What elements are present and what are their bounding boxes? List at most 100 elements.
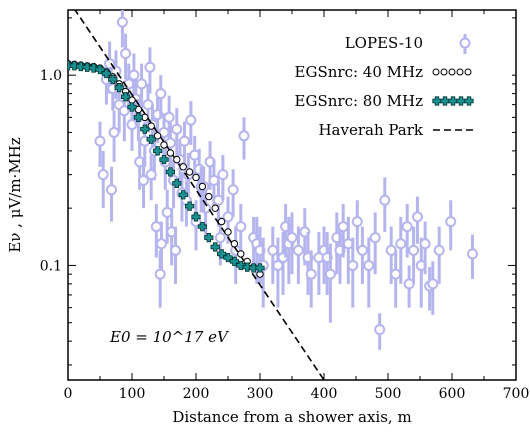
lopes-point <box>356 226 368 284</box>
egs40-point <box>153 132 162 140</box>
lopes-point <box>178 121 190 167</box>
lopes-marker <box>163 111 175 123</box>
lopes-point <box>379 177 391 232</box>
lopes-point <box>154 250 166 308</box>
egs40-point <box>173 155 181 164</box>
legend-egs80-marker <box>440 96 450 106</box>
lopes-point <box>120 33 132 80</box>
lopes-point <box>238 117 250 160</box>
lopes-point <box>403 265 415 308</box>
lopes-marker <box>411 211 423 223</box>
lopes-point <box>277 231 289 295</box>
lopes-marker <box>408 244 420 256</box>
lopes-marker <box>292 244 304 256</box>
lopes-point <box>222 196 234 244</box>
egs80-point <box>191 212 201 222</box>
lopes-marker <box>445 216 457 228</box>
legend-label-egs40: EGSnrc: 40 MHz <box>295 63 424 81</box>
legend-egs40-marker <box>432 68 440 76</box>
lopes-point <box>217 155 229 201</box>
egs80-point <box>223 252 233 263</box>
lopes-point <box>94 121 106 167</box>
y-axis: 0.1 1.0 <box>40 17 516 366</box>
egs80-point <box>217 249 227 259</box>
legend-egs80-marker <box>432 96 442 106</box>
egs80-point <box>146 134 156 144</box>
egs80-point <box>159 154 169 165</box>
legend-lopes-marker <box>459 37 471 49</box>
lopes-marker <box>433 244 445 256</box>
x-tick-label: 600 <box>439 386 466 402</box>
x-tick-label: 300 <box>247 386 274 402</box>
lopes-point <box>427 261 439 315</box>
y-tick-label: 0.1 <box>40 258 62 274</box>
lopes-point <box>292 226 304 284</box>
lopes-marker <box>337 221 349 233</box>
egs40-point <box>185 168 194 176</box>
lopes-marker <box>155 238 167 250</box>
lopes-marker <box>155 88 167 100</box>
lopes-marker <box>116 16 128 28</box>
egs40-point <box>160 141 168 149</box>
lopes-point <box>445 200 457 251</box>
lopes-marker <box>214 232 226 244</box>
y-tick-label: 1.0 <box>40 68 62 84</box>
egs80-point <box>121 92 131 102</box>
lopes-point <box>347 237 359 308</box>
y-axis-label: Eν , μV/m·MHz <box>6 137 24 252</box>
lopes-point <box>145 155 157 201</box>
lopes-marker <box>235 221 247 233</box>
lopes-marker <box>401 221 413 233</box>
egs40-point <box>211 204 219 212</box>
x-tick-label: 500 <box>375 386 402 402</box>
egs80-point <box>242 262 252 272</box>
lopes-marker <box>351 216 363 228</box>
lopes-marker <box>379 194 391 206</box>
lopes-marker <box>286 232 298 244</box>
lopes-marker <box>390 268 402 280</box>
lopes-point <box>363 237 375 308</box>
lopes-marker <box>363 259 375 271</box>
lopes-marker <box>178 135 190 147</box>
lopes-point <box>351 200 363 251</box>
lopes-marker <box>170 244 182 256</box>
egs40-point <box>166 149 175 157</box>
energy-annotation: E0 = 10^17 eV <box>109 328 230 346</box>
egs80-point <box>197 221 207 232</box>
lopes-marker <box>154 268 166 280</box>
lopes-point <box>185 101 197 145</box>
lopes-point <box>235 204 247 258</box>
legend-symbol-lopes <box>459 34 471 54</box>
lopes-point <box>267 226 279 284</box>
egs80-point <box>204 233 214 243</box>
lopes-point <box>324 243 336 323</box>
lopes-marker <box>217 169 229 181</box>
lopes-point <box>302 231 314 295</box>
legend-egs40-marker <box>464 68 472 76</box>
lopes-marker <box>466 248 478 260</box>
egs40-point <box>205 192 213 201</box>
lopes-marker <box>150 221 162 233</box>
legend-symbols <box>432 34 474 131</box>
egs40-point <box>134 105 143 114</box>
lopes-marker <box>94 135 106 147</box>
lopes-point <box>433 226 445 284</box>
egs80-point <box>127 102 137 112</box>
egs80-point <box>140 124 150 134</box>
egs40-point <box>224 228 232 236</box>
legend-label-egs80: EGSnrc: 80 MHz <box>295 92 424 110</box>
legend-background <box>262 20 512 142</box>
x-tick-label: 200 <box>183 386 210 402</box>
x-tick-label: 400 <box>311 386 338 402</box>
egs80-point <box>210 242 220 252</box>
lopes-marker <box>227 184 239 196</box>
egs80-series <box>68 61 265 273</box>
lopes-point <box>419 221 431 275</box>
lopes-point <box>305 250 317 308</box>
lopes-point <box>138 159 150 209</box>
lopes-point <box>170 226 182 284</box>
egs40-point <box>230 240 239 248</box>
lopes-marker <box>171 123 183 135</box>
lopes-marker <box>395 238 407 250</box>
